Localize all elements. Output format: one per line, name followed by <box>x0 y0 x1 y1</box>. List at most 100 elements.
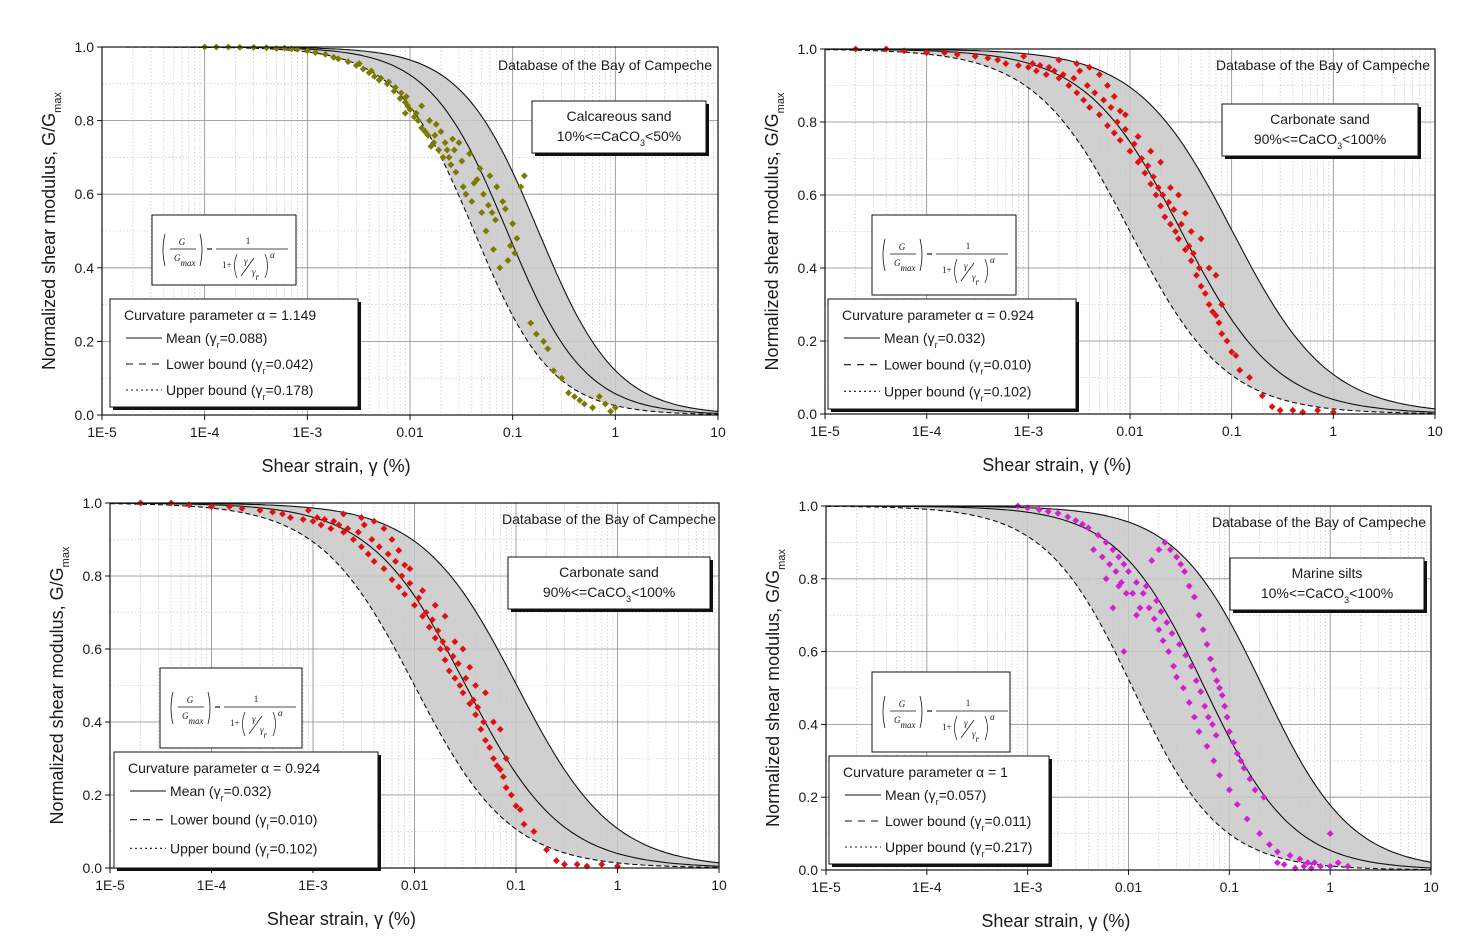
data-point <box>238 505 246 512</box>
legend-entry: Lower bound (γr=0.010) <box>884 357 1031 377</box>
data-point <box>484 201 492 209</box>
data-point <box>1098 553 1106 561</box>
x-tick-label: 1E-3 <box>298 877 328 893</box>
data-point <box>1115 582 1123 590</box>
formula-rhs-num: 1 <box>254 694 259 704</box>
data-point <box>388 576 396 584</box>
y-tick-label: 0.6 <box>799 644 819 660</box>
y-axis-label: Normalized shear modulus, G/Gmax <box>39 92 64 370</box>
data-point <box>1107 103 1115 111</box>
data-point <box>1181 246 1189 254</box>
formula-frame <box>871 214 1017 296</box>
formula-rhs-den: 1+ <box>222 260 232 270</box>
data-point <box>540 337 547 345</box>
data-point <box>459 183 467 191</box>
chart-panel-3: 1E-5 1E-4 1E-3 0.01 0.1 1 10 0.0 0.2 0.4 0.6 0.8 1.0… <box>47 495 727 929</box>
data-point <box>1170 206 1178 214</box>
data-point <box>984 54 992 62</box>
data-point <box>1042 71 1050 78</box>
data-point <box>1102 575 1110 583</box>
data-point <box>1195 611 1203 619</box>
data-point <box>1130 140 1138 148</box>
formula-slash <box>960 719 975 739</box>
data-point <box>1190 593 1198 601</box>
formula-paren <box>954 258 958 284</box>
data-point <box>1230 739 1237 747</box>
data-point <box>493 762 501 770</box>
data-point <box>1109 546 1117 554</box>
data-point <box>1110 93 1118 100</box>
data-point <box>411 601 418 609</box>
bound-band <box>102 47 718 415</box>
formula-slash <box>960 262 975 282</box>
material-range: 10%<=CaCO3<50% <box>557 128 682 148</box>
data-point <box>1161 538 1169 546</box>
data-point <box>482 227 490 235</box>
data-point <box>1059 71 1067 78</box>
data-point <box>321 50 329 58</box>
formula-rhs-den: 1+ <box>942 265 952 275</box>
data-points <box>137 499 621 870</box>
data-point <box>1102 538 1110 546</box>
data-point <box>558 374 566 382</box>
data-point <box>1190 713 1198 721</box>
data-point <box>1120 560 1128 568</box>
y-tick-label: 0.6 <box>75 186 95 202</box>
data-point <box>377 74 385 82</box>
data-point <box>1216 684 1223 692</box>
data-point <box>439 638 447 646</box>
data-point <box>1091 89 1099 97</box>
data-point <box>1300 862 1308 870</box>
data-point <box>419 587 426 595</box>
data-point <box>1055 74 1063 82</box>
data-point <box>410 113 418 121</box>
x-tick-label: 10 <box>710 424 726 440</box>
data-point <box>1142 582 1150 590</box>
data-point <box>1311 859 1318 867</box>
data-point <box>263 44 270 52</box>
data-point <box>474 703 482 711</box>
data-point <box>1274 859 1281 867</box>
data-point <box>1225 786 1233 794</box>
data-point <box>1218 691 1226 699</box>
data-point <box>452 168 460 176</box>
data-point <box>509 220 517 228</box>
data-point <box>1187 228 1195 235</box>
data-point <box>1201 290 1209 297</box>
legend-title: Curvature parameter α = 1.149 <box>124 307 316 323</box>
data-point <box>455 139 463 147</box>
data-point <box>571 393 578 401</box>
formula-slash <box>240 257 255 277</box>
data-point <box>1133 611 1140 619</box>
data-point <box>1256 830 1264 838</box>
data-point <box>470 179 478 187</box>
data-point <box>544 345 552 353</box>
x-tick-label: 1E-3 <box>1013 879 1043 895</box>
data-point <box>1218 330 1226 338</box>
data-point <box>1086 63 1093 71</box>
x-tick-label: 0.01 <box>1116 423 1143 439</box>
data-point <box>1166 546 1174 554</box>
formula-paren <box>234 253 238 279</box>
data-point <box>1024 63 1032 71</box>
data-point <box>1134 158 1142 166</box>
data-point <box>1260 793 1268 801</box>
data-point <box>456 682 464 689</box>
formula-paren <box>882 695 886 729</box>
y-tick-label: 1.0 <box>75 39 95 55</box>
data-point <box>431 601 439 609</box>
data-point <box>923 49 931 57</box>
y-tick-label: 0.2 <box>83 787 103 803</box>
data-point <box>358 514 365 522</box>
data-point <box>1215 319 1223 327</box>
data-point <box>1197 235 1205 243</box>
data-point <box>1129 589 1137 597</box>
data-point <box>589 404 596 412</box>
legend-frame <box>827 298 1077 410</box>
x-tick-label: 1E-3 <box>293 424 323 440</box>
y-tick-label: 0.6 <box>798 187 818 203</box>
material-range: 10%<=CaCO3<100% <box>1261 585 1393 605</box>
data-point <box>1150 173 1157 181</box>
x-tick-label: 0.01 <box>1115 879 1142 895</box>
material-range: 90%<=CaCO3<100% <box>1254 131 1386 151</box>
